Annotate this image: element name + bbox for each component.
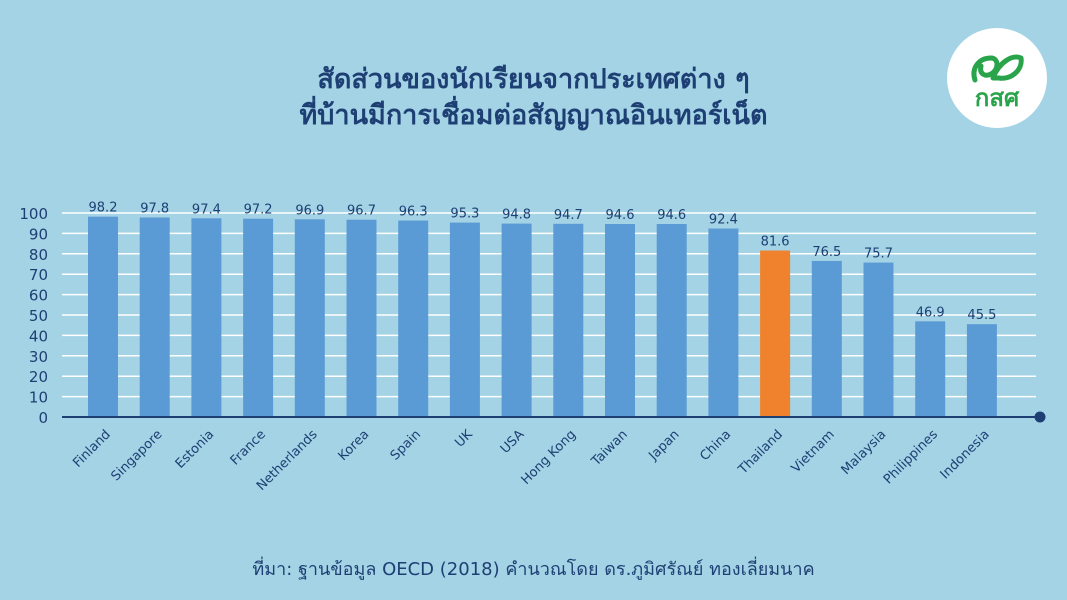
bar-indonesia [966,324,997,417]
value-label: 97.4 [192,202,221,217]
x-tick-label: Philippines [881,427,941,487]
value-label: 97.2 [244,203,273,218]
y-tick-label: 100 [19,205,48,223]
x-tick-label: Vietnam [789,427,838,476]
bar-taiwan [605,224,635,417]
y-tick-label: 40 [29,327,48,345]
x-tick-label: Taiwan [588,427,631,470]
value-label: 96.9 [295,203,324,218]
value-label: 92.4 [709,213,738,228]
bar-japan [656,224,687,417]
bar-estonia [191,218,222,417]
x-tick-label: USA [498,427,528,457]
bar-finland [88,216,118,417]
y-tick-labels: 0 10 20 30 40 50 60 70 80 90 100 [19,205,48,427]
y-tick-label: 50 [29,307,48,325]
value-label: 94.8 [502,208,531,223]
value-labels: 98.2 97.8 97.4 97.2 96.9 96.7 96.3 95.3 94.8 94.7… [89,201,997,324]
bar-hong-kong [553,223,584,417]
x-tick-label: Hong Kong [519,427,580,488]
value-label: 46.9 [916,305,945,320]
x-tick-label: Korea [336,427,373,464]
source-note: ที่มา: ฐานข้อมูล OECD (2018) คำนวณโดย ดร… [252,559,815,580]
bar-spain [398,220,429,417]
bar-thailand [760,250,791,417]
logo: กสศ [947,28,1047,128]
bar-singapore [139,217,170,417]
chart-title-line-2: ที่บ้านมีการเชื่อมต่อสัญญาณอินเทอร์เน็ต [299,100,768,131]
value-label: 94.6 [657,208,686,223]
y-tick-label: 0 [38,409,48,427]
value-label: 45.5 [967,308,996,323]
value-label: 94.7 [554,208,583,223]
value-label: 76.5 [812,245,841,260]
bar-usa [501,223,532,417]
value-label: 96.3 [399,205,428,220]
y-tick-label: 60 [29,287,48,305]
x-axis [62,411,1046,423]
value-label: 98.2 [89,201,118,216]
bars [88,216,997,417]
bar-uk [449,222,480,417]
y-tick-label: 70 [29,266,48,284]
x-tick-label: Thailand [735,427,786,478]
bar-france [243,218,274,417]
x-tick-label: Malaysia [839,427,890,478]
x-tick-label: Spain [388,427,424,463]
y-tick-label: 10 [29,389,48,407]
value-label: 94.6 [606,208,635,223]
x-tick-label: Estonia [173,427,217,471]
x-tick-label: China [697,427,734,464]
y-tick-label: 90 [29,225,48,243]
chart-title-line-1: สัดส่วนของนักเรียนจากประเทศต่าง ๆ [317,64,750,95]
chart-title: สัดส่วนของนักเรียนจากประเทศต่าง ๆ ที่บ้า… [0,62,1067,134]
logo-text: กสศ [974,84,1020,112]
x-tick-label: Singapore [109,427,166,484]
y-tick-label: 30 [29,348,48,366]
bar-netherlands [294,219,325,417]
y-tick-label: 20 [29,368,48,386]
x-tick-label: UK [452,427,476,451]
bar-malaysia [863,262,894,417]
x-tick-label: France [228,427,269,468]
bar-korea [346,219,377,417]
bar-vietnam [811,260,842,417]
bar-china [708,228,739,417]
value-label: 81.6 [761,235,790,250]
value-label: 97.8 [140,201,169,216]
x-tick-label: Japan [646,427,683,464]
value-label: 96.7 [347,204,376,219]
value-label: 95.3 [450,207,479,222]
sprout-leaf-icon [971,54,1024,83]
y-tick-label: 80 [29,246,48,264]
bar-philippines [915,321,946,417]
x-tick-label: Finland [70,427,113,470]
x-tick-label: Indonesia [938,427,993,482]
value-label: 75.7 [864,247,893,262]
x-axis-end-dot [1034,411,1046,423]
